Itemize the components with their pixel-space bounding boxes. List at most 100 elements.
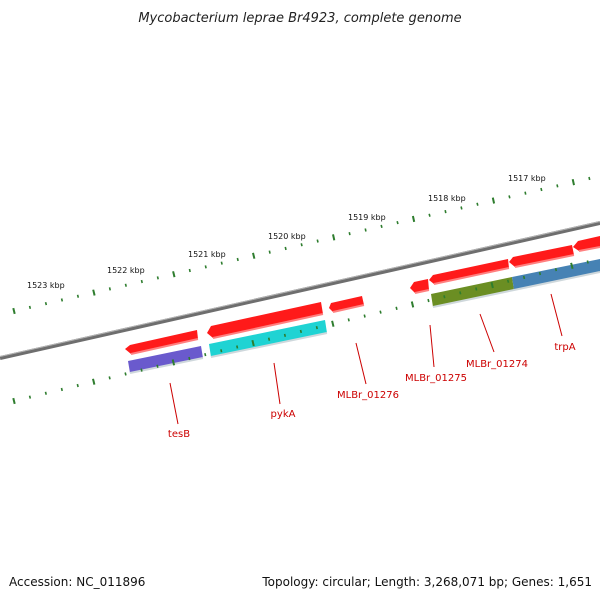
inner-tick	[570, 262, 574, 269]
gene-label-tesB[interactable]: tesB	[168, 429, 190, 440]
gene-label-MLBr_01274[interactable]: MLBr_01274	[466, 359, 528, 370]
genome-backbone-highlight	[0, 221, 600, 357]
inner-tick-ring	[12, 260, 589, 405]
kbp-label: 1519 kbp	[348, 213, 386, 222]
outer-tick	[300, 243, 303, 247]
outer-tick	[348, 232, 351, 236]
gene-trpA-feature[interactable]	[512, 259, 600, 290]
label-line-tesB	[169, 382, 179, 425]
inner-tick	[44, 391, 47, 395]
inner-tick	[283, 333, 287, 337]
gene-label-MLBr_01275[interactable]: MLBr_01275	[405, 373, 467, 384]
inner-tick	[236, 345, 239, 349]
outer-tick	[252, 252, 256, 259]
inner-tick	[506, 279, 510, 283]
gene-label-MLBr_01276[interactable]: MLBr_01276	[337, 390, 399, 401]
inner-tick	[331, 320, 335, 327]
inner-tick	[12, 397, 16, 405]
label-line-MLBr_01275	[429, 324, 435, 368]
outer-tick	[172, 271, 176, 278]
label-line-pykA	[273, 362, 281, 405]
outer-tick	[236, 257, 239, 262]
inner-tick	[60, 387, 63, 392]
inner-tick	[188, 356, 191, 361]
inner-tick	[586, 260, 589, 264]
gene-label-trpA[interactable]: trpA	[554, 342, 575, 353]
gene-cds-partial[interactable]	[573, 236, 600, 251]
kbp-label: 1517 kbp	[508, 174, 546, 183]
inner-tick	[554, 268, 558, 272]
outer-tick	[124, 283, 127, 287]
inner-tick	[522, 275, 526, 280]
outer-tick	[556, 184, 559, 188]
inner-tick	[251, 339, 255, 347]
cds-shadow	[130, 246, 600, 355]
gene-labels: tesB pykA MLBr_01276 MLBr_01275 MLBr_012…	[168, 342, 576, 440]
inner-tick	[443, 295, 446, 299]
gene-label-pykA[interactable]: pykA	[271, 409, 296, 420]
outer-tick	[92, 289, 96, 296]
outer-tick	[284, 246, 287, 251]
inner-tick	[124, 372, 127, 376]
outer-tick	[380, 224, 383, 228]
outer-tick	[332, 234, 336, 241]
inner-tick	[410, 301, 415, 308]
outer-tick	[476, 202, 479, 206]
inner-tick	[459, 291, 462, 295]
outer-tick	[428, 213, 431, 217]
outer-tick-ring	[12, 176, 591, 315]
outer-tick	[44, 302, 48, 306]
label-line-MLBr_01274	[479, 313, 495, 353]
map-title: Mycobacterium leprae Br4923, complete ge…	[138, 11, 461, 26]
gene-MLBr_01276-cds[interactable]	[329, 296, 364, 312]
outer-tick	[220, 261, 223, 265]
outer-tick	[571, 178, 575, 186]
kbp-label: 1523 kbp	[27, 281, 65, 290]
gene-tesB-cds[interactable]	[125, 330, 198, 354]
gene-MLBr_01274-feature[interactable]	[431, 277, 514, 307]
outer-tick	[204, 265, 207, 269]
outer-tick	[60, 298, 64, 302]
gene-MLBr_01274-cds[interactable]	[429, 259, 509, 284]
outer-tick	[268, 250, 271, 254]
outer-tick	[491, 197, 496, 204]
inner-tick	[315, 326, 318, 330]
inner-tick	[379, 310, 382, 314]
outer-tick	[460, 206, 463, 210]
outer-tick	[508, 195, 511, 199]
cds-track	[125, 236, 600, 355]
accession-text: Accession: NC_011896	[9, 575, 145, 589]
outer-tick	[524, 191, 527, 195]
outer-tick	[411, 215, 416, 223]
outer-tick	[444, 209, 447, 214]
outer-tick	[316, 239, 319, 243]
kbp-label: 1520 kbp	[268, 232, 306, 241]
inner-tick	[140, 368, 143, 372]
outer-tick	[12, 307, 16, 315]
kbp-labels: 1523 kbp 1522 kbp 1521 kbp 1520 kbp 1519…	[27, 174, 546, 290]
inner-tick	[76, 383, 79, 388]
label-line-MLBr_01276	[355, 342, 367, 385]
kbp-label: 1522 kbp	[107, 266, 145, 275]
inner-tick	[475, 287, 478, 291]
outer-tick	[156, 276, 159, 280]
inner-tick	[92, 378, 96, 385]
gene-MLBr_01275-cds[interactable]	[410, 279, 429, 293]
gene-tesB-feature[interactable]	[128, 346, 203, 373]
inner-tick	[363, 314, 366, 318]
inner-tick	[347, 318, 350, 322]
gene-pykA-cds[interactable]	[207, 302, 323, 338]
outer-tick	[364, 228, 367, 232]
label-line-trpA	[550, 293, 563, 337]
genome-summary-text: Topology: circular; Length: 3,268,071 bp…	[261, 575, 592, 589]
inner-tick	[156, 364, 159, 368]
gene-trpA-cds[interactable]	[509, 245, 574, 267]
genome-backbone	[0, 221, 600, 360]
inner-tick	[490, 281, 494, 289]
inner-tick	[220, 349, 223, 353]
gene-pykA-feature[interactable]	[209, 320, 327, 357]
outer-tick	[76, 294, 80, 298]
outer-tick	[28, 305, 32, 309]
outer-tick	[188, 268, 191, 273]
